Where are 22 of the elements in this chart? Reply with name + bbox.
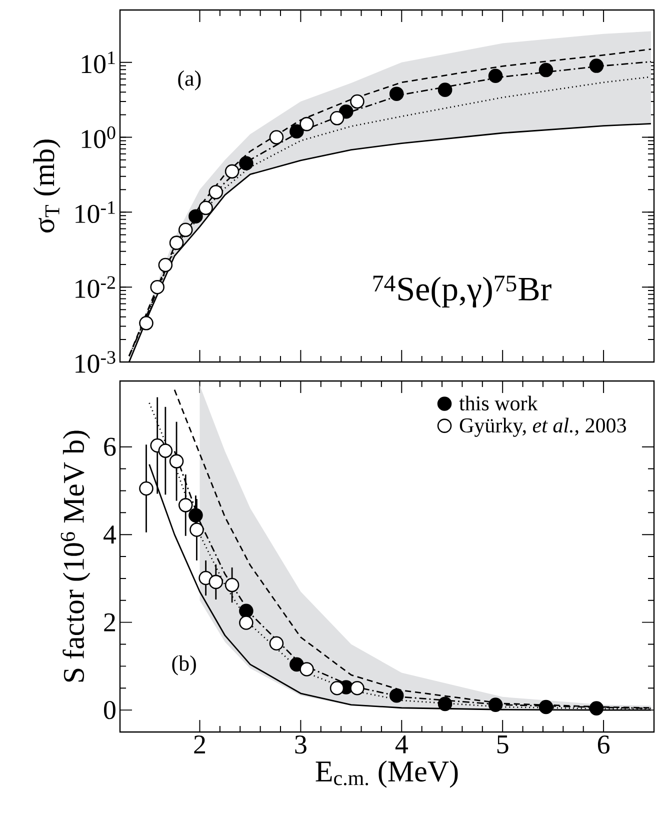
annotation: $^{74}$Se(p,γ)$^{75}$Br <box>373 276 552 308</box>
y-tick-label: 10$^{-3}$ <box>76 351 116 373</box>
y-tick-label: 10$^{1}$ <box>82 51 115 74</box>
y-tick-label: 4 <box>104 526 116 544</box>
y-tick-label: 10$^{0}$ <box>82 126 116 148</box>
y-tick-label: 6 <box>104 438 116 456</box>
y-axis-title: S factor (10$^{6}$ MeV b) <box>60 430 90 682</box>
x-tick-label: 6 <box>598 736 610 754</box>
x-tick-label: 3 <box>295 736 306 754</box>
x-axis-title: E$_{c.m.}$ (MeV) <box>316 760 458 788</box>
x-tick-label: 5 <box>497 736 508 754</box>
annotation: (b) <box>172 655 196 676</box>
y-tick-label: 2 <box>104 613 115 632</box>
x-tick-label: 4 <box>395 736 408 754</box>
annotation: (a) <box>178 70 201 90</box>
legend-label: Gyürky, et al., 2003 <box>460 418 626 437</box>
y-tick-label: 10$^{-2}$ <box>76 276 115 298</box>
y-tick-label: 10$^{-1}$ <box>76 201 115 224</box>
x-tick-label: 2 <box>194 736 206 754</box>
y-tick-label: 0 <box>104 700 116 720</box>
legend-label: this work <box>459 396 538 410</box>
y-axis-title: σ$_{T}$ (mb) <box>33 140 60 233</box>
